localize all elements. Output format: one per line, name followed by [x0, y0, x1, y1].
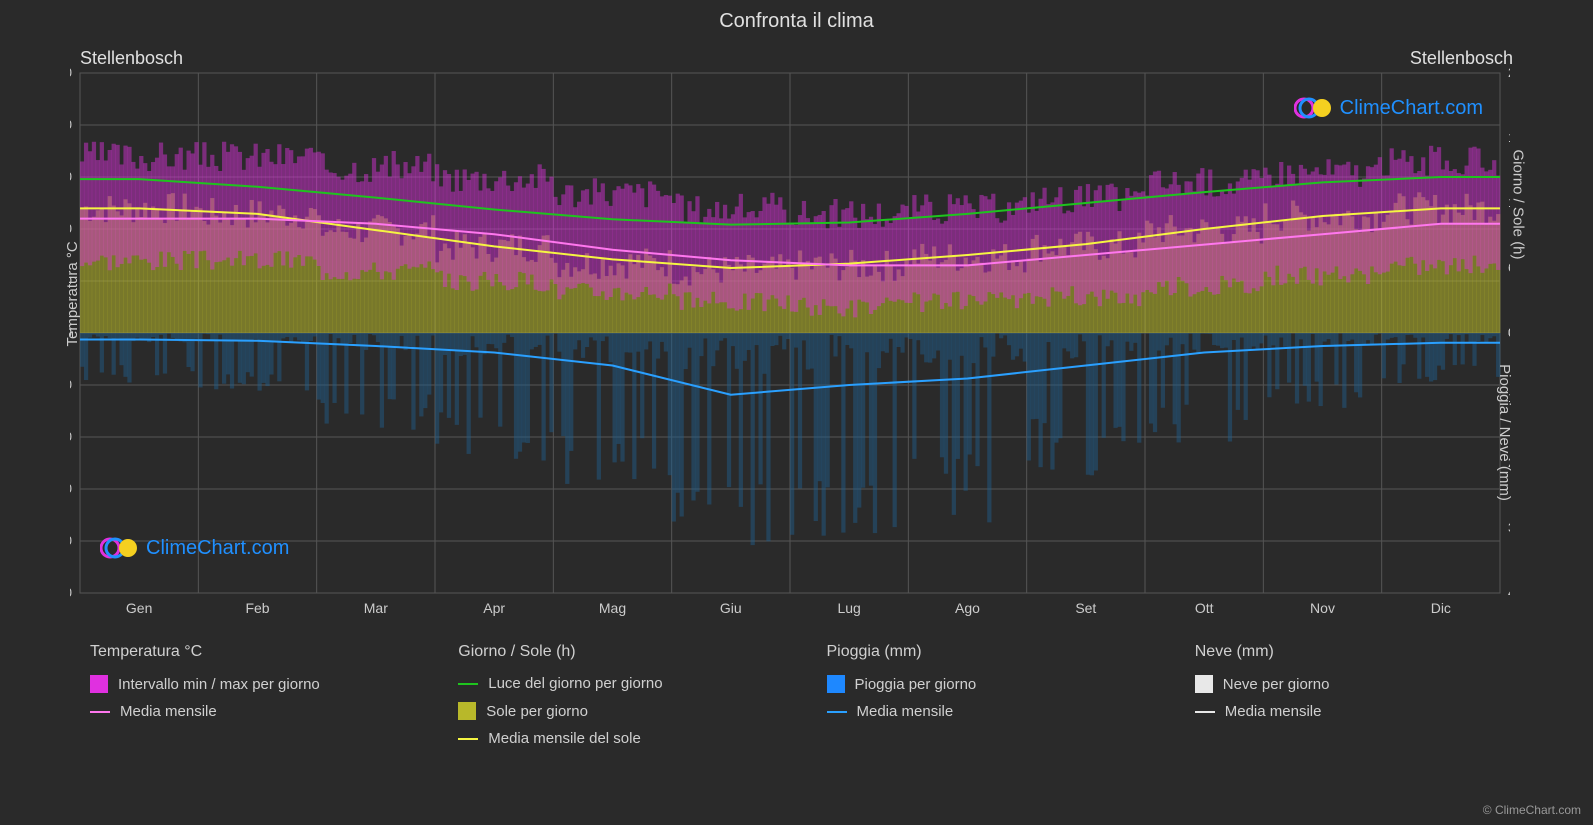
climate-chart: 50403020100-10-20-30-40-5024181260010203…: [70, 53, 1510, 623]
legend-label: Media mensile: [857, 703, 954, 720]
legend-swatch: [1195, 675, 1213, 693]
legend-title: Neve (mm): [1195, 643, 1503, 661]
legend-line: [458, 683, 478, 685]
axis-label-precip: Pioggia / Neve (mm): [1496, 364, 1513, 501]
location-left: Stellenbosch: [80, 48, 183, 69]
legend-title: Pioggia (mm): [827, 643, 1135, 661]
legend-title: Temperatura °C: [90, 643, 398, 661]
svg-text:Mag: Mag: [599, 600, 626, 616]
svg-text:Feb: Feb: [245, 600, 269, 616]
svg-text:Lug: Lug: [837, 600, 860, 616]
legend-swatch: [458, 702, 476, 720]
legend-item: Media mensile: [827, 703, 1135, 720]
svg-text:20: 20: [70, 221, 72, 236]
svg-text:18: 18: [1508, 130, 1510, 145]
svg-text:Ott: Ott: [1195, 600, 1214, 616]
legend-item: Neve per giorno: [1195, 675, 1503, 693]
legend-label: Media mensile: [120, 703, 217, 720]
legend-line: [458, 738, 478, 740]
legend-label: Pioggia per giorno: [855, 676, 977, 693]
chart-area: Stellenbosch Stellenbosch Temperatura °C…: [70, 53, 1523, 623]
legend-swatch: [90, 675, 108, 693]
legend-label: Media mensile: [1225, 703, 1322, 720]
legend-col-daylight: Giorno / Sole (h) Luce del giorno per gi…: [458, 643, 766, 757]
svg-text:-40: -40: [70, 533, 72, 548]
location-right: Stellenbosch: [1410, 48, 1513, 69]
legend-item: Intervallo min / max per giorno: [90, 675, 398, 693]
legend-item: Sole per giorno: [458, 702, 766, 720]
svg-text:-10: -10: [70, 377, 72, 392]
legend-line: [827, 711, 847, 713]
svg-text:40: 40: [70, 117, 72, 132]
axis-label-daylight: Giorno / Sole (h): [1509, 149, 1526, 259]
legend-col-temp: Temperatura °C Intervallo min / max per …: [90, 643, 398, 757]
legend-item: Pioggia per giorno: [827, 675, 1135, 693]
legend-label: Neve per giorno: [1223, 676, 1330, 693]
svg-text:Nov: Nov: [1310, 600, 1335, 616]
svg-text:Ago: Ago: [955, 600, 980, 616]
svg-text:Mar: Mar: [364, 600, 388, 616]
chart-title: Confronta il clima: [0, 0, 1593, 33]
legend: Temperatura °C Intervallo min / max per …: [90, 643, 1503, 757]
legend-col-snow: Neve (mm) Neve per giorno Media mensile: [1195, 643, 1503, 757]
svg-text:0: 0: [1508, 325, 1510, 340]
legend-swatch: [827, 675, 845, 693]
legend-label: Intervallo min / max per giorno: [118, 676, 320, 693]
legend-col-rain: Pioggia (mm) Pioggia per giorno Media men…: [827, 643, 1135, 757]
svg-text:50: 50: [70, 65, 72, 80]
svg-text:Apr: Apr: [483, 600, 505, 616]
legend-title: Giorno / Sole (h): [458, 643, 766, 661]
legend-item: Media mensile del sole: [458, 730, 766, 747]
svg-text:30: 30: [1508, 520, 1510, 535]
svg-text:Set: Set: [1075, 600, 1096, 616]
copyright: © ClimeChart.com: [1483, 803, 1581, 817]
legend-item: Luce del giorno per giorno: [458, 675, 766, 692]
svg-text:Gen: Gen: [126, 600, 152, 616]
svg-text:30: 30: [70, 169, 72, 184]
svg-text:-20: -20: [70, 429, 72, 444]
legend-label: Media mensile del sole: [488, 730, 641, 747]
legend-line: [90, 711, 110, 713]
svg-text:40: 40: [1508, 585, 1510, 600]
legend-label: Luce del giorno per giorno: [488, 675, 662, 692]
legend-item: Media mensile: [1195, 703, 1503, 720]
legend-line: [1195, 711, 1215, 713]
svg-text:-30: -30: [70, 481, 72, 496]
svg-text:-50: -50: [70, 585, 72, 600]
axis-label-temp: Temperatura °C: [64, 241, 81, 346]
legend-item: Media mensile: [90, 703, 398, 720]
svg-text:6: 6: [1508, 260, 1510, 275]
svg-text:Giu: Giu: [720, 600, 742, 616]
legend-label: Sole per giorno: [486, 703, 588, 720]
svg-text:Dic: Dic: [1431, 600, 1451, 616]
